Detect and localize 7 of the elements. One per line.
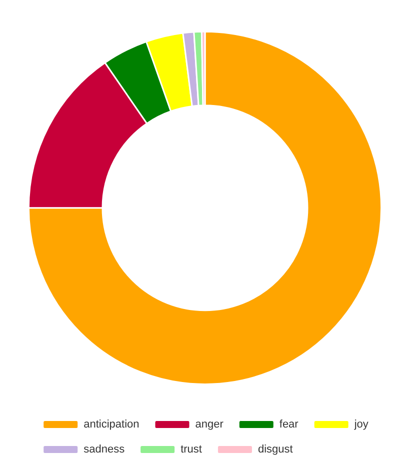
legend-label: sadness bbox=[84, 444, 126, 456]
legend-label: fear bbox=[279, 418, 299, 430]
legend-label: disgust bbox=[258, 444, 293, 456]
legend-label: trust bbox=[180, 444, 202, 456]
legend-label: joy bbox=[353, 418, 369, 430]
legend-label: anticipation bbox=[84, 418, 140, 430]
legend-label: anger bbox=[195, 418, 224, 430]
